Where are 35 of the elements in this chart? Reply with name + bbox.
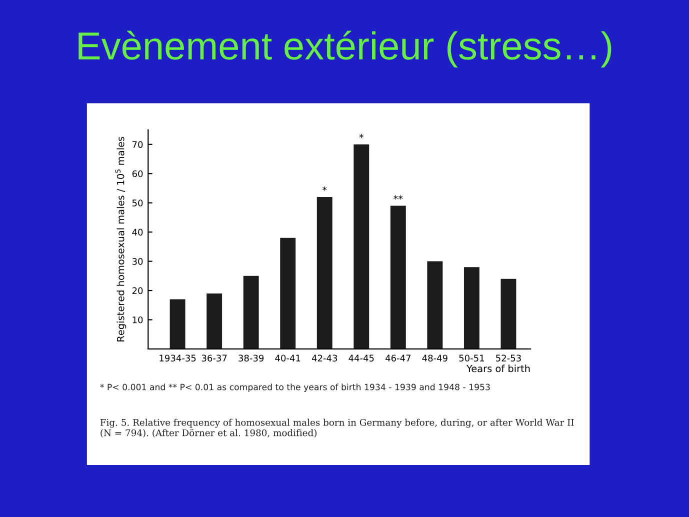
x-axis-title: Years of birth — [466, 364, 530, 372]
bar — [390, 206, 406, 349]
y-tick-label: 40 — [132, 228, 143, 236]
bar — [280, 238, 296, 349]
x-tick-label: 44-45 — [348, 354, 374, 362]
bar — [316, 196, 332, 349]
x-tick-label: 42-43 — [312, 354, 338, 362]
x-tick-label: 46-47 — [385, 354, 411, 362]
annotation: ** — [394, 195, 403, 200]
y-axis-title: Registered homosexual males / 10$^{5}$ males — [115, 136, 126, 342]
y-tick-label: 10 — [132, 316, 143, 324]
x-tick-label: 48-49 — [422, 354, 448, 362]
x-tick-label: 36-37 — [202, 354, 227, 362]
bar — [170, 299, 186, 349]
annotation: * — [359, 134, 364, 138]
x-tick-label: 52-53 — [496, 354, 521, 362]
x-tick-label: 50-51 — [459, 354, 484, 362]
y-tick-label: 60 — [132, 170, 143, 178]
y-tick-label: 70 — [132, 141, 143, 148]
bar — [206, 293, 222, 349]
x-tick-label: 38-39 — [238, 354, 264, 362]
x-tick-label: 40-41 — [275, 354, 300, 362]
bar — [464, 267, 480, 349]
chart-title: Evènement extérieur (stress…) — [78, 30, 612, 68]
annotation: * — [322, 186, 327, 191]
bar — [243, 276, 259, 349]
bar — [427, 261, 443, 349]
y-tick-label: 20 — [132, 287, 143, 294]
text: * P< 0.001 and ** P< 0.01 as compared to the years of birth 1934 - 1939 and 1948 - 1953 — [100, 384, 490, 392]
caption: Fig. 5. Relative frequency of homosexual males born in Germany before, during, or after World War II (N = 794). (After Dörner et al. 1980, modified) — [100, 418, 574, 438]
y-tick-label: 30 — [132, 258, 143, 265]
bar — [354, 144, 370, 349]
bar — [500, 278, 516, 349]
x-tick-label: 1934-35 — [160, 354, 196, 362]
y-tick-label: 50 — [132, 200, 143, 206]
